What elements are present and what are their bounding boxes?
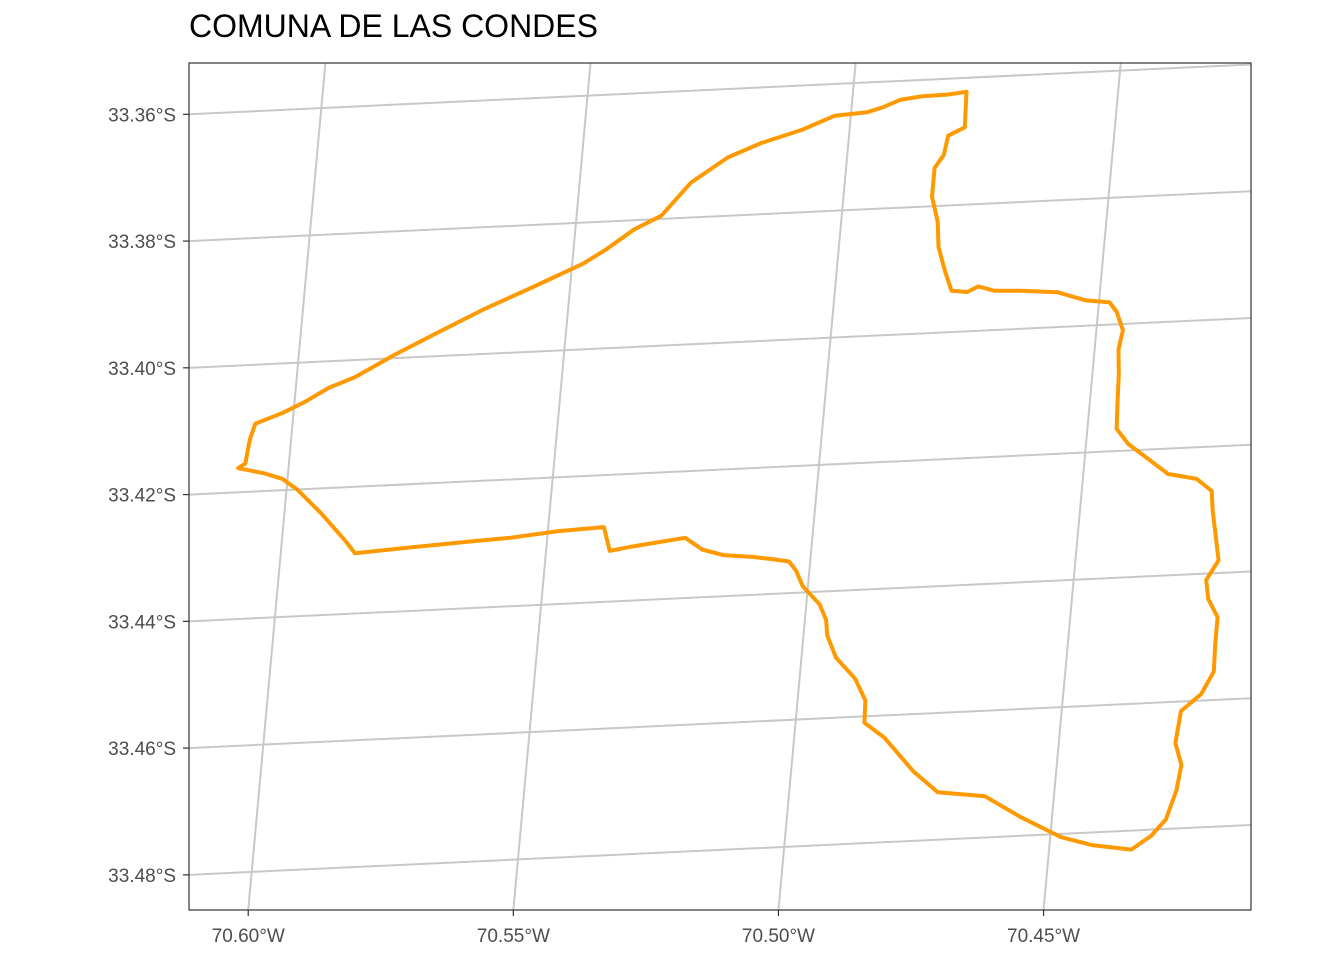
lat-tick-label: 33.40°S [108,359,176,380]
grid-line-lat [189,190,1251,243]
lon-tick-label: 70.55°W [477,926,550,947]
longitude-axis: 70.60°W 70.55°W 70.50°W 70.45°W [212,910,1080,947]
grid-line-lat [189,570,1251,623]
latitude-axis: 33.36°S 33.38°S 33.40°S 33.42°S 33.44°S 33.46… [108,105,189,887]
grid-line-lat [189,823,1251,876]
lon-tick-label: 70.50°W [742,926,815,947]
lat-tick-label: 33.46°S [108,739,176,760]
lon-tick-label: 70.60°W [212,926,285,947]
grid-line-lat [189,316,1251,369]
las-condes-boundary [236,89,1221,852]
plot-frame [188,62,1252,911]
grid-line-lat [189,697,1251,750]
grid-line-lon [247,63,327,910]
lat-tick-label: 33.48°S [108,866,176,887]
grid-line-lon [777,63,857,910]
map-title: COMUNA DE LAS CONDES [189,8,598,44]
grid-line-lon [512,63,592,910]
grid-line-lat [189,63,1251,116]
lat-tick-label: 33.38°S [108,232,176,253]
graticule [189,63,1251,910]
grid-line-lat [189,443,1251,496]
grid-line-lon [1042,63,1122,910]
lon-tick-label: 70.45°W [1007,926,1080,947]
lat-tick-label: 33.36°S [108,105,176,126]
lat-tick-label: 33.44°S [108,612,176,633]
lat-tick-label: 33.42°S [108,486,176,507]
